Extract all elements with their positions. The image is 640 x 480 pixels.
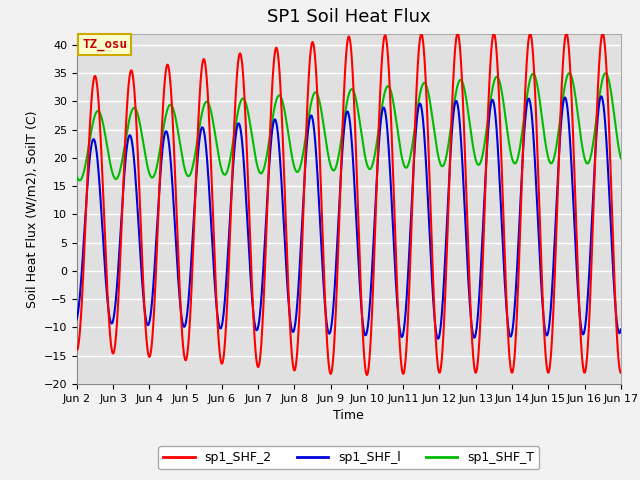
Y-axis label: Soil Heat Flux (W/m2), SoilT (C): Soil Heat Flux (W/m2), SoilT (C)	[25, 110, 38, 308]
Legend: sp1_SHF_2, sp1_SHF_l, sp1_SHF_T: sp1_SHF_2, sp1_SHF_l, sp1_SHF_T	[159, 446, 539, 469]
X-axis label: Time: Time	[333, 409, 364, 422]
Text: TZ_osu: TZ_osu	[82, 38, 127, 51]
Title: SP1 Soil Heat Flux: SP1 Soil Heat Flux	[267, 9, 431, 26]
